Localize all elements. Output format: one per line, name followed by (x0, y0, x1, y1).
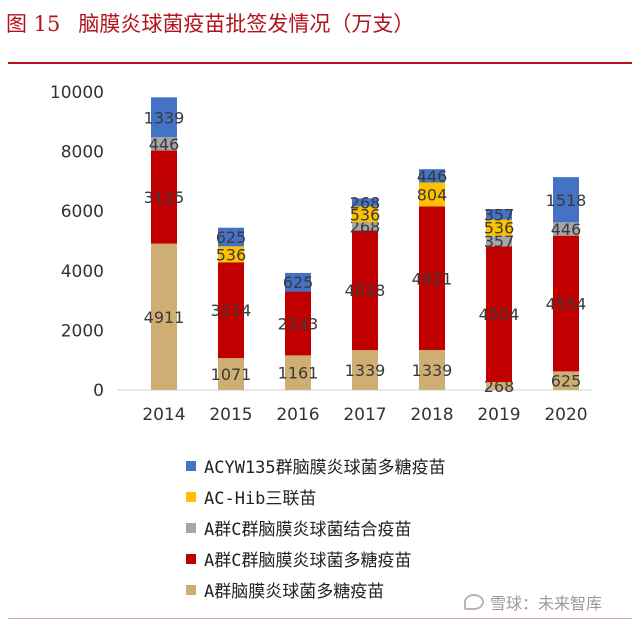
data-label: 2143 (278, 314, 319, 333)
bar-segment (285, 272, 311, 292)
data-label: 357 (484, 232, 515, 251)
bar-segment (486, 235, 512, 247)
bar-segment (553, 222, 579, 236)
legend-label: A群C群脑膜炎球菌结合疫苗 (204, 520, 412, 540)
chart-legend: ACYW135群脑膜炎球菌多糖疫苗 AC-Hib三联苗 A群C群脑膜炎球菌结合疫苗 A… (186, 450, 446, 605)
y-tick-label: 6000 (61, 202, 104, 222)
bar-segment (486, 209, 512, 220)
legend-swatch (186, 491, 196, 502)
bar-segment (151, 137, 177, 151)
legend-swatch (186, 460, 196, 471)
legend-item: ACYW135群脑膜炎球菌多糖疫苗 (186, 450, 446, 481)
watermark: 雪球：未来智库 (464, 590, 602, 614)
bar-segment (352, 206, 378, 223)
data-label: 1518 (546, 191, 587, 210)
x-tick-label: 2017 (343, 405, 386, 425)
legend-label: ACYW135群脑膜炎球菌多糖疫苗 (204, 458, 446, 478)
bar-segment (352, 222, 378, 231)
legend-item: A群C群脑膜炎球菌结合疫苗 (186, 512, 446, 543)
bar-segment (352, 230, 378, 351)
legend-item: A群C群脑膜炎球菌多糖疫苗 (186, 543, 446, 574)
data-label: 446 (417, 167, 448, 186)
legend-label: AC-Hib三联苗 (204, 489, 317, 509)
bar-segment (419, 206, 445, 351)
x-tick-label: 2015 (209, 405, 252, 425)
x-tick-label: 2018 (410, 405, 453, 425)
snowball-logo-icon (464, 594, 484, 610)
bar-segment (218, 227, 244, 247)
data-label: 446 (551, 220, 582, 239)
data-label: 4911 (144, 308, 185, 327)
data-label: 4018 (345, 281, 386, 300)
legend-swatch (186, 553, 196, 564)
bar-segment (218, 246, 244, 263)
bar-segment (486, 246, 512, 383)
data-label: 4554 (546, 295, 587, 314)
data-label: 4554 (479, 305, 520, 324)
bar-segment (285, 291, 311, 356)
bar-segment (553, 371, 579, 390)
bar-segment (151, 243, 177, 390)
x-tick-label: 2016 (276, 405, 319, 425)
data-label: 625 (216, 228, 247, 247)
data-label: 625 (551, 372, 582, 391)
bar-segment (419, 350, 445, 390)
data-label: 357 (484, 205, 515, 224)
legend-item: AC-Hib三联苗 (186, 481, 446, 512)
y-tick-label: 10000 (50, 83, 104, 103)
data-label: 1071 (211, 365, 252, 384)
bottom-divider (8, 618, 632, 619)
watermark-text: 雪球：未来智库 (490, 594, 603, 613)
y-tick-label: 8000 (61, 143, 104, 163)
figure-title-text: 脑膜炎球菌疫苗批签发情况（万支） (78, 12, 415, 36)
legend-swatch (186, 584, 196, 595)
legend-swatch (186, 522, 196, 533)
x-tick-label: 2020 (544, 405, 587, 425)
bar-segment (151, 97, 177, 138)
bar-segment (486, 219, 512, 236)
data-label: 536 (350, 205, 381, 224)
data-label: 536 (216, 245, 247, 264)
figure-title: 图 15 脑膜炎球菌疫苗批签发情况（万支） (6, 8, 414, 38)
bar-segment (486, 382, 512, 390)
bar-segment (419, 169, 445, 183)
bar-segment (419, 182, 445, 207)
data-label: 536 (484, 219, 515, 238)
y-tick-label: 0 (93, 381, 104, 401)
x-tick-label: 2019 (477, 405, 520, 425)
x-tick-label: 2014 (142, 405, 185, 425)
legend-label: A群C群脑膜炎球菌多糖疫苗 (204, 551, 412, 571)
title-divider (8, 62, 632, 64)
data-label: 268 (350, 193, 381, 212)
legend-item: A群脑膜炎球菌多糖疫苗 (186, 574, 446, 605)
bar-segment (218, 262, 244, 359)
data-label: 4821 (412, 269, 453, 288)
data-label: 446 (149, 135, 180, 154)
bar-segment (352, 198, 378, 207)
stacked-bar-chart: 0 2000 4000 6000 8000 10000 4911 3125 446 1339 201… (50, 83, 592, 425)
y-tick-label: 2000 (61, 321, 104, 341)
figure-number: 图 15 (6, 12, 61, 36)
bar-segment (218, 358, 244, 390)
data-label: 1339 (345, 361, 386, 380)
bar-segment (352, 350, 378, 390)
bar-segment (151, 150, 177, 244)
data-label: 3214 (211, 301, 252, 320)
data-label: 804 (417, 185, 448, 204)
data-label: 1339 (144, 108, 185, 127)
bar-segment (285, 355, 311, 390)
data-label: 1161 (278, 364, 319, 383)
data-label: 1339 (412, 361, 453, 380)
bar-segment (553, 177, 579, 223)
data-label: 3125 (144, 188, 185, 207)
legend-label: A群脑膜炎球菌多糖疫苗 (204, 582, 385, 602)
y-tick-label: 4000 (61, 262, 104, 282)
bar-segment (553, 235, 579, 372)
data-label: 625 (283, 273, 314, 292)
